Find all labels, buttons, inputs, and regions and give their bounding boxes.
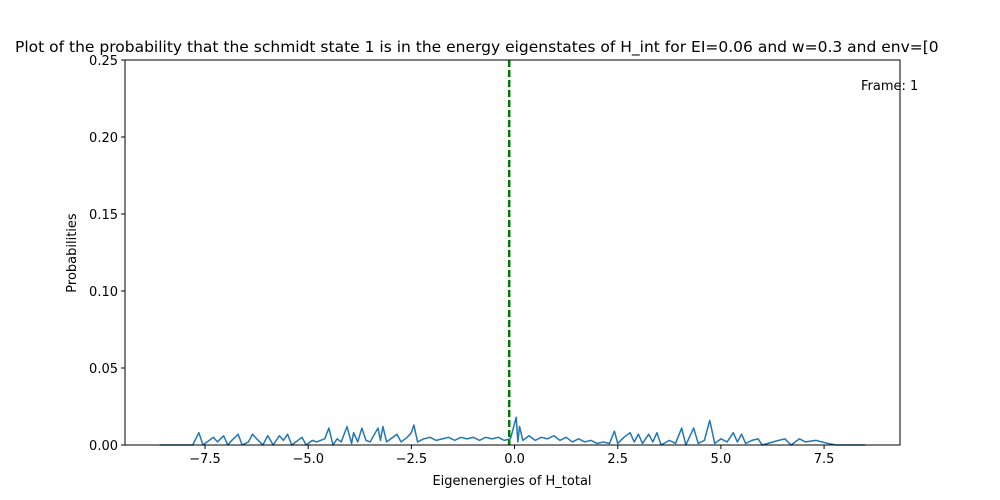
y-tick-label: 0.05 — [89, 362, 118, 377]
x-tick-label: −2.5 — [396, 452, 428, 467]
x-tick-label: −5.0 — [292, 452, 324, 467]
x-tick-label: −7.5 — [189, 452, 221, 467]
y-tick-label: 0.10 — [89, 285, 118, 300]
annotation: Frame: 1 — [861, 79, 918, 94]
y-tick-label: 0.00 — [89, 439, 118, 454]
chart-title: Plot of the probability that the schmidt… — [15, 38, 939, 57]
x-tick-label: 2.5 — [607, 452, 628, 467]
axes-frame — [124, 59, 901, 446]
y-tick-label: 0.15 — [89, 208, 118, 223]
y-axis-label: Probabilities — [65, 213, 80, 293]
data-line — [159, 416, 866, 446]
x-tick-label: 5.0 — [711, 452, 732, 467]
x-tick-label: 7.5 — [814, 452, 835, 467]
x-tick-label: 0.0 — [504, 452, 525, 467]
x-axis-label: Eigenenergies of H_total — [432, 474, 591, 489]
y-tick-label: 0.20 — [89, 131, 118, 146]
y-tick-label: 0.25 — [89, 54, 118, 69]
